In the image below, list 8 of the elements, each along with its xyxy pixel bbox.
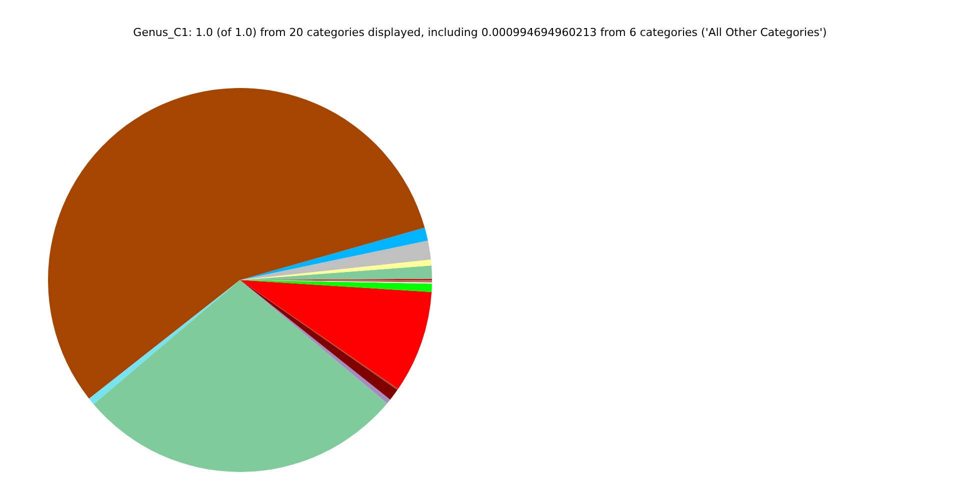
pie-slice: [240, 260, 432, 280]
pie-slice: [48, 88, 425, 399]
pie-slice: [240, 228, 428, 280]
pie-slice: [89, 280, 240, 404]
pie-slice: [94, 280, 388, 472]
pie-slice: [240, 240, 431, 280]
text: Genus_C1: 1.0 (of 1.0) from 20 categories displayed, including 0.000994694960213 from 6 categories ('All Other Categories'): [133, 26, 827, 39]
pie-slice: [240, 280, 432, 389]
